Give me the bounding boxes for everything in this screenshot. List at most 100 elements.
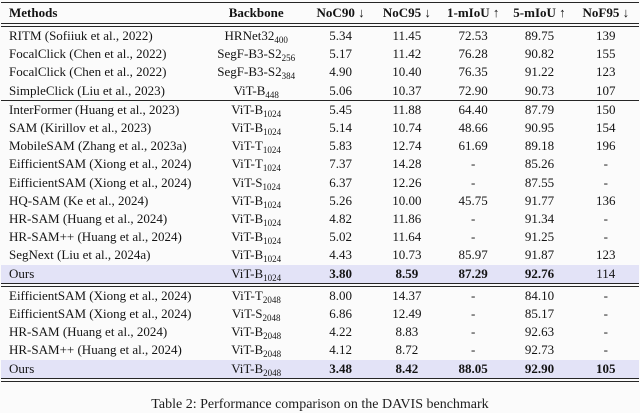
value-cell: 85.97: [458, 247, 488, 263]
backbone-cell: ViT-T1024: [231, 138, 281, 156]
value-cell: 14.28: [392, 156, 422, 172]
value-cell: 8.59: [373, 264, 441, 285]
value-cell: -: [470, 324, 476, 340]
method-cell: MobileSAM (Zhang et al., 2023a): [9, 138, 187, 154]
value-cell: 91.22: [524, 64, 555, 80]
value-cell: -: [470, 229, 476, 245]
value-cell: 85.26: [524, 156, 555, 172]
table-container: Methods Backbone NoC90 ↓ NoC95 ↓ 1-mIoU ↑ 5-m…: [1, 2, 639, 382]
value-cell: 114: [572, 264, 639, 285]
value-cell: 5.06: [329, 82, 352, 98]
table-row: HR-SAM (Huang et al., 2024) ViT-B1024 4.82…: [1, 210, 639, 228]
table-row: HR-SAM++ (Huang et al., 2024) ViT-B2048 4.…: [1, 341, 639, 359]
value-cell: 92.90: [506, 359, 573, 380]
column-header-methods: Methods: [9, 5, 58, 20]
value-cell: 5.26: [329, 192, 352, 208]
backbone-cell: ViT-S1024: [231, 174, 281, 192]
value-cell: -: [603, 156, 608, 172]
value-cell: 12.26: [392, 174, 422, 190]
column-header-5-miou: 5-mIoU ↑: [513, 5, 566, 20]
value-cell: -: [470, 174, 476, 190]
backbone-subscript: 1024: [262, 181, 281, 192]
value-cell: 11.88: [392, 101, 422, 117]
value-cell: -: [603, 287, 608, 303]
backbone-cell: ViT-B2048: [231, 324, 282, 342]
value-cell: 154: [596, 120, 616, 136]
backbone-subscript: 2048: [262, 313, 281, 324]
method-cell: EifficientSAM (Xiong et al., 2024): [9, 306, 192, 322]
value-cell: -: [603, 174, 608, 190]
backbone-cell: ViT-T1024: [231, 156, 281, 174]
table-section: RITM (Sofiiuk et al., 2022) HRNet32400 5.3…: [1, 25, 639, 101]
value-cell: 4.82: [329, 211, 352, 227]
value-cell: 7.37: [329, 156, 352, 172]
backbone-subscript: 1024: [263, 127, 282, 138]
value-cell: 136: [596, 192, 616, 208]
value-cell: 48.66: [458, 120, 488, 136]
table-section: EifficientSAM (Xiong et al., 2024) ViT-T2…: [1, 285, 639, 380]
value-cell: 90.73: [524, 82, 555, 98]
value-cell: 107: [596, 82, 616, 98]
table-row: EifficientSAM (Xiong et al., 2024) ViT-S1…: [1, 174, 639, 192]
value-cell: 8.42: [373, 359, 441, 380]
backbone-subscript: 384: [281, 71, 296, 82]
value-cell: 4.12: [329, 342, 352, 358]
backbone-cell: ViT-B1024: [231, 192, 282, 210]
table-row: Ours ViT-B2048 3.48 8.42 88.05 92.90 105: [1, 359, 639, 380]
value-cell: -: [470, 156, 476, 172]
backbone-subscript: 1024: [263, 218, 282, 229]
column-header-noc95: NoC95 ↓: [382, 5, 431, 20]
value-cell: 4.43: [329, 247, 352, 263]
value-cell: -: [603, 306, 608, 322]
value-cell: -: [603, 324, 608, 340]
value-cell: 5.83: [329, 138, 352, 154]
method-cell: FocalClick (Chen et al., 2022): [9, 46, 167, 62]
column-header-1-miou: 1-mIoU ↑: [446, 5, 500, 20]
method-cell: HR-SAM++ (Huang et al., 2024): [9, 229, 182, 245]
method-cell: EifficientSAM (Xiong et al., 2024): [9, 174, 192, 190]
table-row: EifficientSAM (Xiong et al., 2024) ViT-T1…: [1, 155, 639, 173]
backbone-cell: ViT-B1024: [231, 229, 282, 247]
value-cell: 89.18: [524, 138, 555, 154]
method-cell: EifficientSAM (Xiong et al., 2024): [9, 156, 192, 172]
method-cell: SegNext (Liu et al., 2024a): [9, 247, 151, 263]
value-cell: -: [603, 342, 608, 358]
backbone-cell: ViT-B1024: [204, 264, 308, 285]
value-cell: 61.69: [458, 138, 488, 154]
table-row: HQ-SAM (Ke et al., 2024) ViT-B1024 5.26 10.…: [1, 192, 639, 210]
value-cell: 10.40: [392, 64, 422, 80]
value-cell: 10.73: [392, 247, 422, 263]
value-cell: 12.49: [392, 306, 422, 322]
backbone-cell: ViT-B1024: [231, 211, 282, 229]
value-cell: 155: [596, 46, 616, 62]
value-cell: 11.45: [392, 28, 422, 43]
value-cell: 76.28: [458, 46, 488, 62]
backbone-subscript: 1024: [263, 108, 282, 119]
value-cell: 150: [596, 101, 616, 117]
value-cell: 88.05: [440, 359, 507, 380]
value-cell: -: [470, 211, 476, 227]
value-cell: 91.34: [524, 211, 555, 227]
table-row: MobileSAM (Zhang et al., 2023a) ViT-T1024…: [1, 137, 639, 155]
table-row: HR-SAM (Huang et al., 2024) ViT-B2048 4.22…: [1, 323, 639, 341]
value-cell: 6.37: [329, 174, 352, 190]
value-cell: 87.79: [524, 101, 555, 117]
value-cell: 3.48: [307, 359, 374, 380]
value-cell: 92.76: [506, 264, 573, 285]
backbone-cell: ViT-S2048: [231, 306, 281, 324]
value-cell: 45.75: [458, 192, 488, 208]
value-cell: 12.74: [392, 138, 422, 154]
method-cell: Ours: [1, 359, 205, 380]
value-cell: 85.17: [524, 306, 555, 322]
value-cell: 10.74: [392, 120, 422, 136]
backbone-subscript: 1024: [263, 254, 282, 265]
value-cell: 72.53: [458, 28, 488, 43]
table-row: InterFormer (Huang et al., 2023) ViT-B102…: [1, 100, 639, 119]
backbone-cell: ViT-B448: [233, 82, 279, 100]
results-table: Methods Backbone NoC90 ↓ NoC95 ↓ 1-mIoU ↑ 5-m…: [1, 2, 639, 382]
backbone-subscript: 448: [265, 89, 279, 100]
table-row: EifficientSAM (Xiong et al., 2024) ViT-T2…: [1, 285, 639, 305]
value-cell: 72.90: [458, 82, 488, 98]
value-cell: 90.82: [524, 46, 555, 62]
backbone-subscript: 400: [274, 35, 288, 45]
